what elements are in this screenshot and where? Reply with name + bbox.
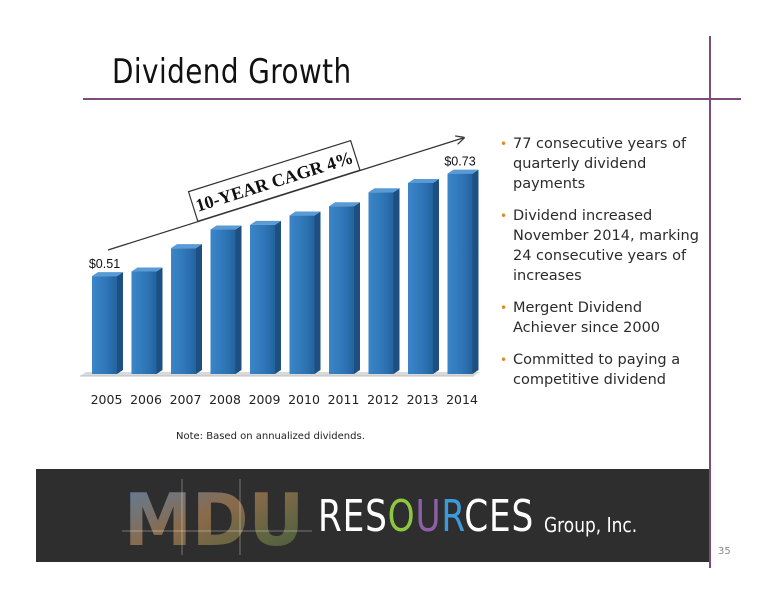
- bullet-icon: •: [500, 137, 508, 151]
- bullet-icon: •: [500, 301, 508, 315]
- bar-2012: [368, 188, 400, 374]
- x-tick-label: 2011: [328, 392, 360, 407]
- bar-2013: [408, 178, 439, 374]
- bar-2011: [329, 202, 360, 374]
- bullet-item: • Committed to paying a competitive divid…: [500, 352, 681, 388]
- page-number: 35: [718, 546, 731, 557]
- x-tick-label: 2005: [91, 392, 123, 407]
- bar-2008: [210, 225, 242, 374]
- x-tick-label: 2007: [170, 392, 202, 407]
- data-label: $0.51: [89, 257, 120, 271]
- vertical-divider: [709, 36, 711, 568]
- bar-2006: [131, 267, 163, 374]
- bullet-item: • Mergent Dividend Achiever since 2000: [500, 300, 661, 336]
- bar-2010: [289, 211, 321, 374]
- slide-title: Dividend Growth: [112, 52, 352, 92]
- bullet-icon: •: [500, 353, 508, 367]
- bullet-list: • 77 consecutive years of quarterly divid…: [500, 134, 700, 402]
- x-tick-label: 2012: [367, 392, 399, 407]
- mdu-logo-text: MDU: [124, 479, 304, 555]
- x-tick-label: 2014: [446, 392, 478, 407]
- bar-2014: [447, 169, 479, 374]
- bar-2005: [92, 272, 123, 374]
- bullet-item: • 77 consecutive years of quarterly divid…: [500, 136, 687, 192]
- chart-note: Note: Based on annualized dividends.: [176, 431, 365, 442]
- bar-2007: [171, 244, 202, 374]
- bullet-icon: •: [500, 209, 508, 223]
- bar-2009: [250, 220, 281, 374]
- footer-banner: MDU RESOURCES Group, Inc.: [36, 469, 709, 562]
- x-tick-label: 2008: [209, 392, 241, 407]
- mdu-logo: MDU: [122, 479, 312, 555]
- resources-wordmark: RESOURCES: [318, 491, 535, 542]
- x-tick-label: 2006: [130, 392, 162, 407]
- title-divider: [83, 98, 741, 100]
- group-inc-label: Group, Inc.: [544, 513, 638, 537]
- bullet-item: • Dividend increased November 2014, marki…: [500, 208, 699, 284]
- x-tick-label: 2009: [249, 392, 281, 407]
- x-tick-label: 2010: [288, 392, 320, 407]
- data-label: $0.73: [444, 155, 475, 169]
- x-tick-label: 2013: [407, 392, 439, 407]
- dividend-bar-chart: 2005 2006 2007 2008 2009 2010 2011 2012 2013 2014…: [80, 128, 480, 407]
